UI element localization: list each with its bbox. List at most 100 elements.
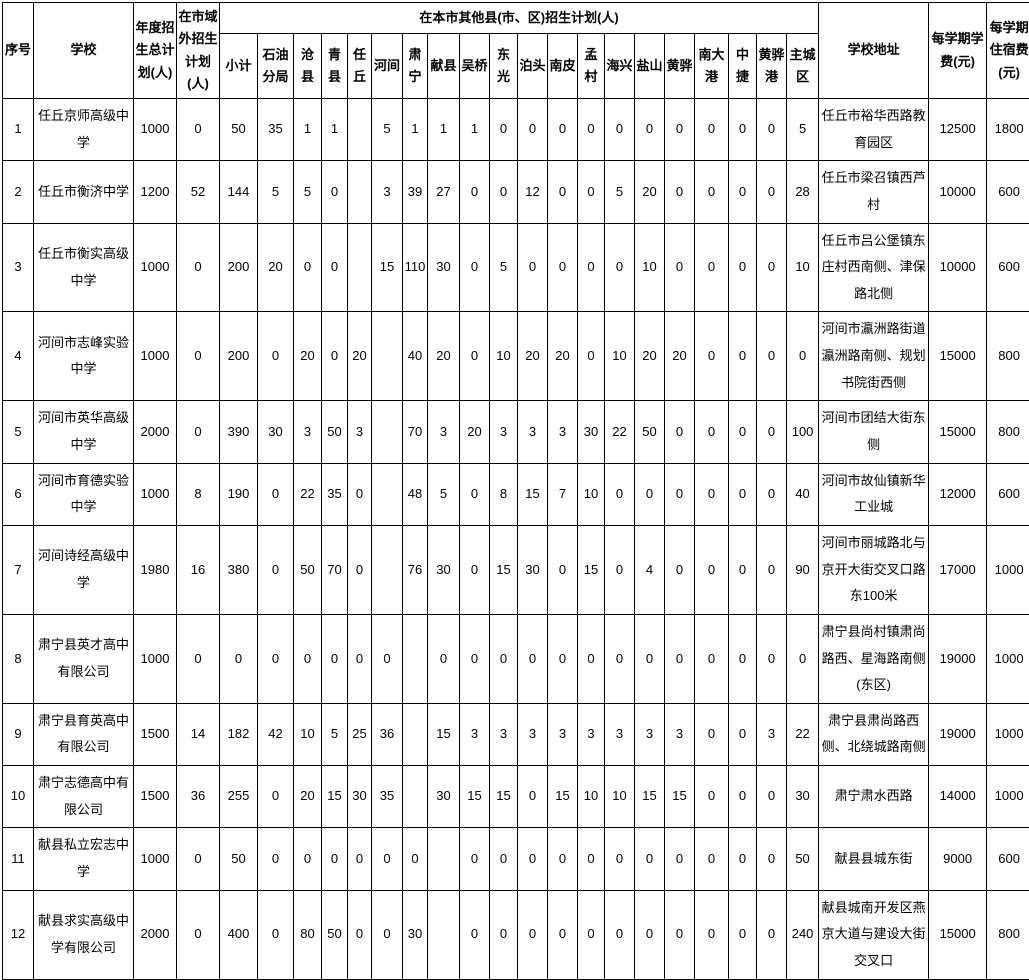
enrollment-plan-sheet: 序号 学校 年度招生总计划(人) 在市域外招生计划(人) 在本市其他县(市、区)…: [0, 0, 1029, 904]
cell-county-2: 20: [258, 223, 294, 312]
cell-county-16: 0: [665, 161, 695, 223]
cell-county-19: 0: [757, 614, 787, 703]
cell-county-13: 30: [578, 401, 605, 463]
cell-county-12: 15: [548, 766, 578, 828]
cell-county-15: 0: [635, 463, 665, 525]
cell-county-5: 3: [348, 401, 372, 463]
cell-county-5: 0: [348, 890, 372, 979]
cell-county-6: 35: [372, 766, 403, 828]
cell-county-11: 15: [518, 463, 548, 525]
cell-county-8: 1: [428, 99, 460, 161]
cell-county-13: 0: [578, 312, 605, 401]
cell-county-11: 12: [518, 161, 548, 223]
cell-county-3: 80: [294, 890, 322, 979]
cell-county-10: 3: [490, 703, 518, 765]
cell-county-9: 0: [460, 614, 490, 703]
cell-county-9: 1: [460, 99, 490, 161]
col-header-county-12: 南皮: [548, 34, 578, 99]
cell-county-19: 0: [757, 890, 787, 979]
cell-county-8: 0: [428, 614, 460, 703]
cell-annual-plan: 2000: [134, 890, 177, 979]
cell-county-10: 5: [490, 223, 518, 312]
cell-county-3: 0: [294, 223, 322, 312]
cell-county-7: 1: [403, 99, 428, 161]
col-header-annual-plan: 年度招生总计划(人): [134, 3, 177, 99]
col-header-county-2: 石油分局: [258, 34, 294, 99]
cell-school: 肃宁志德高中有限公司: [34, 766, 134, 828]
cell-county-7: [403, 703, 428, 765]
cell-county-11: 3: [518, 703, 548, 765]
cell-no: 8: [3, 614, 34, 703]
cell-lodging: 1000: [987, 703, 1029, 765]
cell-lodging: 600: [987, 161, 1029, 223]
cell-county-9: 0: [460, 463, 490, 525]
cell-county-12: 0: [548, 890, 578, 979]
cell-county-17: 0: [695, 766, 729, 828]
col-header-no: 序号: [3, 3, 34, 99]
cell-county-4: 1: [322, 99, 348, 161]
cell-county-16: 20: [665, 312, 695, 401]
cell-county-12: 0: [548, 614, 578, 703]
cell-outside-plan: 0: [177, 223, 220, 312]
cell-county-4: 0: [322, 828, 348, 890]
cell-county-2: 5: [258, 161, 294, 223]
cell-county-14: 3: [605, 703, 635, 765]
cell-county-7: [403, 766, 428, 828]
cell-county-10: 15: [490, 525, 518, 614]
cell-county-7: 0: [403, 828, 428, 890]
cell-county-11: 3: [518, 401, 548, 463]
cell-county-13: 0: [578, 890, 605, 979]
cell-county-2: 30: [258, 401, 294, 463]
col-header-school: 学校: [34, 3, 134, 99]
cell-county-13: 3: [578, 703, 605, 765]
cell-county-16: 0: [665, 401, 695, 463]
cell-county-18: 0: [729, 703, 757, 765]
cell-county-6: 0: [372, 614, 403, 703]
cell-county-17: 0: [695, 828, 729, 890]
cell-county-10: 15: [490, 766, 518, 828]
cell-county-12: 0: [548, 161, 578, 223]
cell-county-10: 0: [490, 614, 518, 703]
cell-county-13: 10: [578, 766, 605, 828]
cell-no: 11: [3, 828, 34, 890]
cell-county-20: 28: [787, 161, 819, 223]
cell-tuition: 14000: [929, 766, 987, 828]
cell-county-18: 0: [729, 161, 757, 223]
cell-county-20: 50: [787, 828, 819, 890]
cell-county-15: 20: [635, 312, 665, 401]
cell-county-11: 0: [518, 99, 548, 161]
cell-address: 任丘市吕公堡镇东庄村西南侧、津保路北侧: [819, 223, 929, 312]
cell-lodging: 1800: [987, 99, 1029, 161]
cell-county-5: 0: [348, 614, 372, 703]
cell-county-2: 0: [258, 828, 294, 890]
cell-county-16: 0: [665, 828, 695, 890]
cell-county-15: 50: [635, 401, 665, 463]
col-header-county-14: 海兴: [605, 34, 635, 99]
cell-county-19: 0: [757, 161, 787, 223]
cell-school: 献县私立宏志中学: [34, 828, 134, 890]
cell-county-1: 200: [220, 223, 258, 312]
cell-annual-plan: 1000: [134, 99, 177, 161]
cell-annual-plan: 1980: [134, 525, 177, 614]
cell-county-14: 0: [605, 828, 635, 890]
cell-county-20: 10: [787, 223, 819, 312]
cell-county-2: 0: [258, 890, 294, 979]
cell-county-15: 10: [635, 223, 665, 312]
cell-county-3: 0: [294, 614, 322, 703]
cell-annual-plan: 1000: [134, 312, 177, 401]
cell-county-14: 0: [605, 99, 635, 161]
col-header-county-16: 黄骅: [665, 34, 695, 99]
col-header-county-3: 沧县: [294, 34, 322, 99]
cell-county-12: 7: [548, 463, 578, 525]
cell-county-3: 0: [294, 828, 322, 890]
cell-county-17: 0: [695, 890, 729, 979]
cell-county-8: 30: [428, 766, 460, 828]
cell-county-8: 5: [428, 463, 460, 525]
cell-county-6: 0: [372, 828, 403, 890]
cell-county-16: 0: [665, 463, 695, 525]
cell-county-7: 76: [403, 525, 428, 614]
